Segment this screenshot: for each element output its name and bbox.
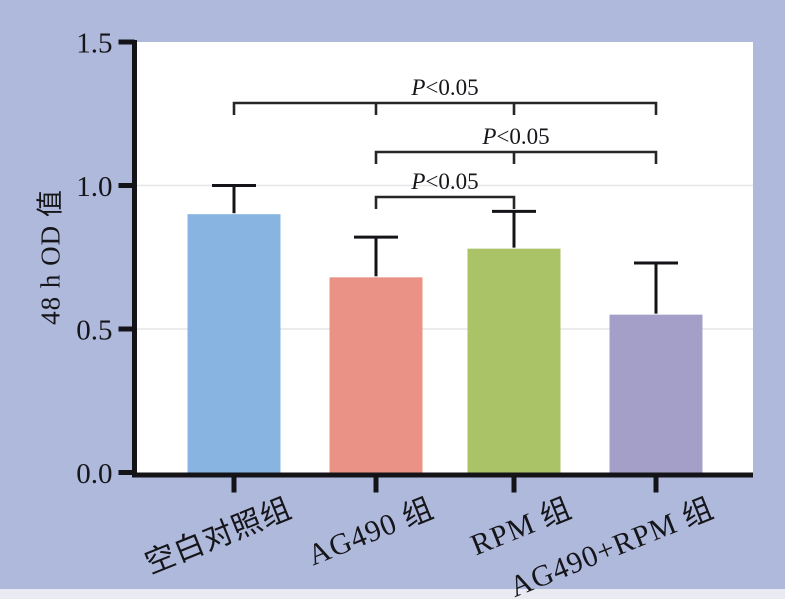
bar-0	[187, 214, 281, 475]
significance-bracket-0	[232, 101, 658, 115]
significance-label-1: P<0.05	[481, 124, 549, 149]
significance-bracket-1	[374, 150, 658, 164]
bar-3	[609, 314, 703, 475]
y-tick-label: 1.0	[76, 171, 112, 203]
significance-label-0: P<0.05	[410, 75, 478, 100]
y-tick-label: 1.5	[76, 27, 112, 59]
y-tick-label: 0.5	[76, 314, 112, 346]
significance-label-2: P<0.05	[410, 169, 478, 194]
bar-1	[329, 277, 423, 475]
bar-2	[467, 248, 561, 475]
significance-bracket-2	[374, 195, 516, 209]
y-tick-label: 0.0	[76, 458, 112, 490]
x-category-label-1: AG490 组	[303, 492, 439, 572]
x-category-label-0: 空白对照组	[141, 492, 297, 581]
bottom-strip	[0, 589, 785, 599]
